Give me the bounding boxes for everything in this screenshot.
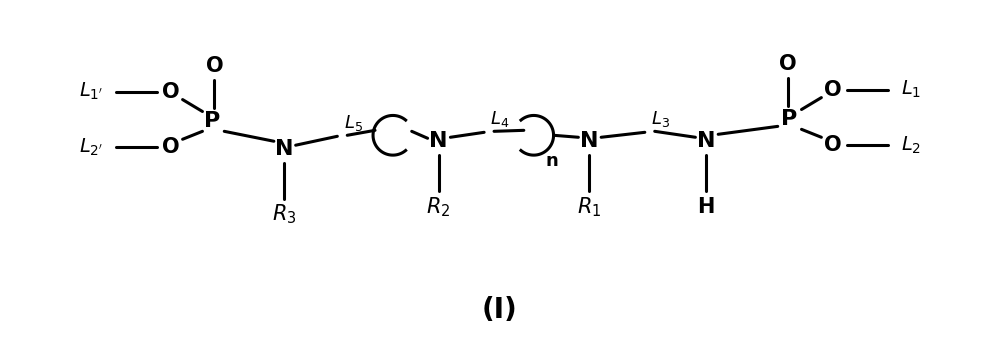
Text: n: n (545, 152, 558, 170)
Text: O: O (824, 135, 842, 155)
Text: $L_1$: $L_1$ (901, 79, 921, 100)
Text: O: O (206, 56, 223, 76)
Text: N: N (580, 131, 599, 151)
Text: O: O (162, 81, 180, 102)
Text: O: O (824, 80, 842, 100)
Text: $L_2$: $L_2$ (901, 135, 921, 156)
Text: $L_4$: $L_4$ (490, 109, 510, 130)
Text: N: N (275, 139, 293, 159)
Text: $L_3$: $L_3$ (651, 109, 670, 130)
Text: $L_{2^{\prime}}$: $L_{2^{\prime}}$ (79, 136, 103, 158)
Text: N: N (429, 131, 448, 151)
Text: P: P (204, 112, 220, 131)
Text: P: P (781, 109, 798, 130)
Text: $L_5$: $L_5$ (344, 114, 363, 133)
Text: O: O (779, 54, 796, 74)
Text: $R_1$: $R_1$ (577, 195, 601, 219)
Text: $R_2$: $R_2$ (426, 195, 451, 219)
Text: N: N (697, 131, 716, 151)
Text: $R_3$: $R_3$ (272, 203, 296, 226)
Text: O: O (162, 137, 180, 157)
Text: (I): (I) (482, 296, 518, 324)
Text: $L_{1^{\prime}}$: $L_{1^{\prime}}$ (79, 81, 103, 102)
Text: H: H (698, 197, 715, 217)
